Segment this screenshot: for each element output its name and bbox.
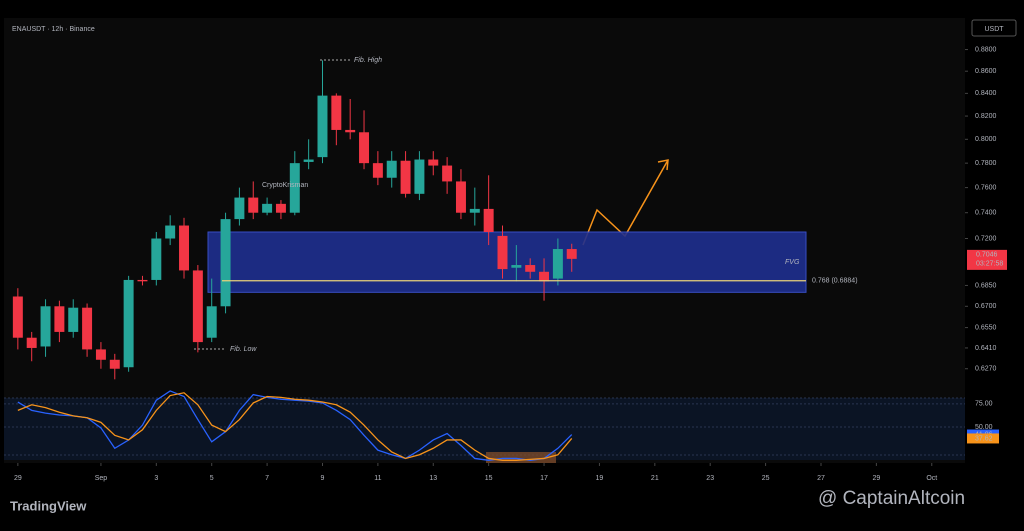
x-tick-label: 11 bbox=[374, 475, 381, 482]
y-tick-label: 0.8400 bbox=[975, 90, 997, 97]
candle-body bbox=[26, 337, 37, 348]
x-tick-label: 29 bbox=[14, 475, 22, 482]
x-tick-label: 19 bbox=[596, 475, 604, 482]
oscillator-line bbox=[17, 390, 573, 461]
oscillator-line bbox=[17, 392, 573, 461]
candle-body bbox=[151, 238, 162, 280]
candle-body bbox=[359, 132, 370, 164]
x-tick-label: 9 bbox=[321, 475, 325, 482]
candle-body bbox=[469, 208, 480, 213]
fvg-label: FVG bbox=[785, 259, 800, 266]
candle-body bbox=[54, 306, 65, 332]
candle-body bbox=[179, 225, 189, 271]
candle-body bbox=[386, 160, 397, 178]
candle-body bbox=[248, 197, 259, 213]
candle-body bbox=[109, 359, 120, 369]
y-tick-label: 0.8800 bbox=[975, 46, 997, 53]
price-countdown: 03:27:58 bbox=[976, 261, 1003, 268]
y-tick-label: 0.6410 bbox=[975, 345, 997, 352]
x-tick-label: Oct bbox=[926, 475, 937, 482]
y-tick-label: 0.8000 bbox=[975, 136, 997, 143]
arrow-head bbox=[657, 159, 669, 171]
candle-body bbox=[511, 265, 522, 268]
candle-body bbox=[317, 95, 328, 158]
price-tag-value: 0.7046 bbox=[976, 252, 998, 259]
candle-body bbox=[12, 296, 23, 338]
candle-body bbox=[372, 163, 383, 178]
oscillator-pane bbox=[4, 398, 965, 460]
y-tick-label: 0.6270 bbox=[975, 366, 997, 373]
x-tick-label: 27 bbox=[817, 475, 825, 482]
x-tick-label: 3 bbox=[154, 475, 158, 482]
candle-body bbox=[303, 159, 314, 162]
y-tick-label: 0.7800 bbox=[975, 160, 997, 167]
y-tick-label: 0.6550 bbox=[975, 324, 997, 331]
currency-button[interactable] bbox=[971, 19, 1017, 37]
currency-label: USDT bbox=[984, 26, 1004, 33]
y-tick-label: 0.8200 bbox=[975, 113, 997, 120]
candle-body bbox=[566, 249, 577, 259]
value-tag bbox=[967, 433, 999, 444]
candle-body bbox=[400, 160, 411, 194]
candle-body bbox=[455, 181, 466, 213]
x-tick-label: 7 bbox=[265, 475, 269, 482]
x-tick-label: 23 bbox=[706, 475, 714, 482]
candle-body bbox=[497, 235, 508, 270]
candle-body bbox=[192, 270, 203, 343]
level-label: 0.768 (0.6884) bbox=[812, 278, 858, 285]
candle-body bbox=[40, 306, 51, 347]
candle-body bbox=[414, 159, 425, 194]
fib-low: Fib. Low bbox=[230, 346, 257, 353]
candle-body bbox=[345, 129, 356, 133]
candle-body bbox=[137, 279, 148, 282]
candle-body bbox=[483, 208, 494, 232]
highlight-box bbox=[486, 452, 556, 463]
y-tick-label: 50.00 bbox=[975, 424, 993, 431]
candle-body bbox=[220, 219, 231, 307]
candle-body bbox=[289, 163, 300, 213]
x-tick-label: 13 bbox=[429, 475, 437, 482]
value-tag-label: 37.62 bbox=[975, 435, 993, 442]
y-tick-label: 0.8600 bbox=[975, 68, 997, 75]
candle-body bbox=[123, 279, 134, 368]
fib-high: Fib. High bbox=[354, 57, 382, 64]
candle-body bbox=[262, 203, 273, 213]
y-tick-label: 0.6700 bbox=[975, 303, 997, 310]
chart-title: ENAUSDT · 12h · Binance bbox=[12, 26, 95, 33]
y-tick-label: 0.7600 bbox=[975, 184, 997, 191]
brand-right: @ CaptainAltcoin bbox=[818, 488, 965, 509]
y-tick-label: 0.6850 bbox=[975, 282, 997, 289]
brand-left: TradingView bbox=[10, 498, 87, 513]
footer bbox=[0, 490, 1024, 526]
candle-body bbox=[442, 165, 453, 182]
y-tick-label: 0.7400 bbox=[975, 210, 997, 217]
x-tick-label: Sep bbox=[95, 475, 108, 482]
candle-body bbox=[95, 349, 106, 360]
x-tick-label: 17 bbox=[540, 475, 548, 482]
candle-body bbox=[552, 249, 563, 279]
candle-body bbox=[539, 271, 550, 282]
x-tick-label: 21 bbox=[651, 475, 659, 482]
candle-body bbox=[428, 159, 439, 166]
candle-body bbox=[525, 265, 536, 272]
watermark-user: CryptoKrisman bbox=[262, 182, 308, 189]
y-tick-label: 75.00 bbox=[975, 401, 993, 408]
candle-body bbox=[234, 197, 245, 220]
candle-body bbox=[206, 306, 217, 338]
candle-body bbox=[331, 95, 342, 130]
candle-body bbox=[68, 307, 79, 332]
x-tick-label: 25 bbox=[762, 475, 770, 482]
x-tick-label: 29 bbox=[872, 475, 880, 482]
x-tick-label: 5 bbox=[210, 475, 214, 482]
y-tick-label: 0.7200 bbox=[975, 235, 997, 242]
price-tag bbox=[967, 249, 1007, 270]
candle-body bbox=[275, 203, 286, 213]
x-tick-label: 15 bbox=[485, 475, 493, 482]
projection-arrow bbox=[582, 159, 669, 246]
main-layer: 0.8800 0.8600 0.8400 0.8200 0.8000 0.7800 0.76… bbox=[4, 46, 1007, 482]
candle-body bbox=[165, 225, 176, 239]
candle-body bbox=[82, 307, 93, 350]
